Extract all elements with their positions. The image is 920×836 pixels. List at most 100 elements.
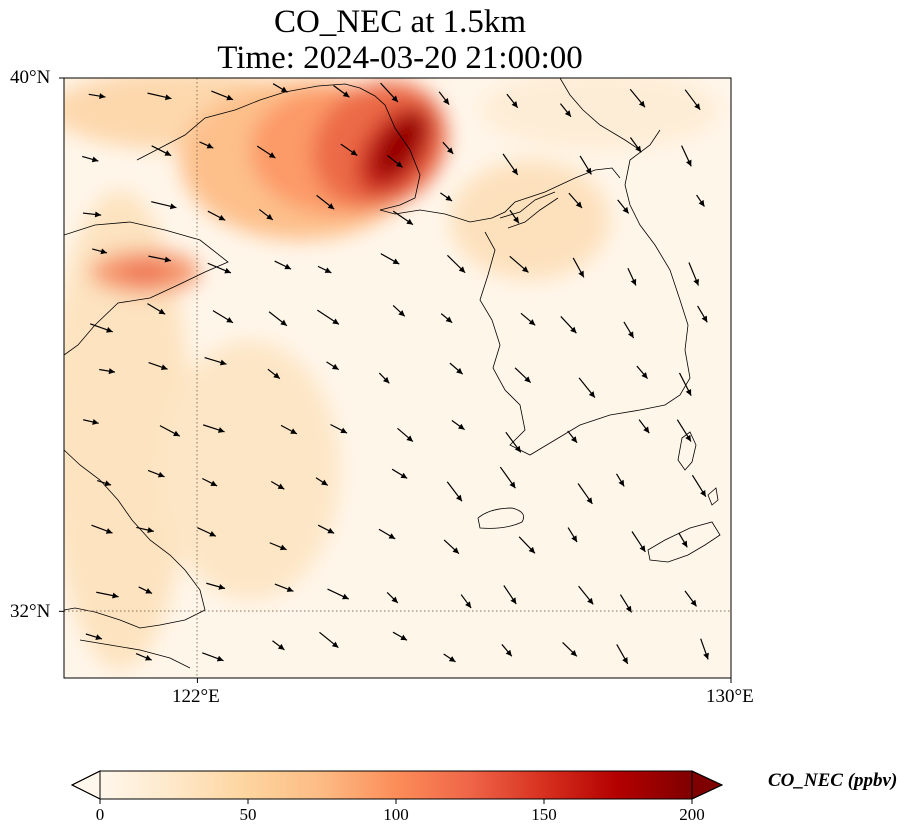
wind-arrow: [88, 93, 106, 100]
wind-arrow: [212, 310, 234, 324]
wind-arrow: [579, 155, 592, 175]
wind-arrow: [688, 262, 700, 286]
wind-arrow: [559, 103, 572, 118]
wind-arrow: [204, 357, 227, 366]
colorbar-tick-label-150: 150: [531, 805, 557, 824]
wind-arrow: [267, 368, 281, 380]
wind-arrow: [197, 527, 217, 537]
wind-arrow: [568, 192, 583, 209]
wind-arrow: [577, 483, 593, 505]
wind-arrow: [272, 83, 288, 93]
wind-arrow: [518, 536, 536, 554]
colorbar-ticks: [99, 799, 693, 804]
wind-arrow: [623, 321, 635, 339]
wind-arrow: [326, 361, 339, 371]
wind-arrow: [617, 199, 630, 214]
wind-arrow: [319, 631, 339, 649]
wind-arrow: [502, 153, 519, 176]
wind-arrow: [443, 539, 460, 555]
wind-arrow: [327, 588, 349, 600]
wind-arrow: [627, 268, 637, 286]
wind-arrow: [386, 591, 399, 604]
wind-arrow: [89, 323, 113, 333]
wind-arrow: [567, 430, 578, 444]
wind-arrow: [96, 591, 119, 599]
colorbar-tick-label-200: 200: [679, 805, 705, 824]
wind-arrow: [678, 532, 688, 548]
wind-arrow: [446, 481, 463, 502]
wind-arrow: [509, 255, 529, 273]
wind-arrow: [82, 155, 99, 163]
wind-arrow: [151, 201, 177, 210]
wind-arrow: [317, 309, 340, 325]
wind-arrow: [269, 542, 287, 551]
wind-arrow: [681, 145, 692, 167]
wind-arrow: [268, 311, 288, 327]
wind-arrow: [256, 145, 276, 159]
chart-title-line2: Time: 2024-03-20 21:00:00: [217, 40, 583, 76]
colorbar-extend-low: [70, 770, 101, 800]
chart-title-line1: CO_NEC at 1.5km: [273, 4, 527, 40]
wind-arrow: [136, 526, 154, 533]
wind-arrow: [442, 141, 454, 155]
colorbar: [70, 770, 724, 804]
wind-arrow: [578, 585, 594, 605]
wind-arrow: [700, 638, 709, 660]
wind-arrow: [147, 303, 166, 315]
wind-arrow: [147, 469, 165, 478]
wind-arrow: [447, 254, 466, 274]
wind-arrow: [82, 211, 102, 218]
colorbar-title: CO_NEC (ppbv): [768, 770, 898, 791]
wind-arrow: [159, 425, 181, 437]
wind-arrow: [451, 419, 465, 431]
lat-tick-label-40: 40°N: [10, 67, 51, 88]
wind-arrow: [392, 210, 414, 226]
lat-tick-label-32: 32°N: [10, 601, 51, 622]
wind-arrow: [503, 585, 517, 605]
wind-arrow: [392, 631, 408, 641]
wind-arrow: [520, 312, 536, 326]
wind-arrow: [148, 255, 172, 263]
wind-arrow: [96, 479, 112, 487]
wind-arrow: [315, 477, 329, 486]
wind-arrow: [378, 372, 390, 384]
wind-arrow: [460, 594, 472, 609]
wind-arrow: [272, 640, 285, 651]
wind-arrow: [514, 367, 532, 384]
coastlines: [64, 78, 721, 669]
colorbar-tick-label-0: 0: [95, 805, 105, 824]
wind-arrow: [92, 248, 108, 255]
wind-arrow: [202, 424, 225, 433]
wind-arrow: [578, 377, 596, 399]
wind-arrow: [202, 652, 224, 662]
wind-arrow: [270, 481, 285, 490]
wind-arrow: [638, 419, 650, 434]
wind-arrow: [340, 143, 358, 156]
wind-arrow: [380, 253, 400, 265]
wind-arrow: [274, 583, 294, 592]
wind-arrow: [207, 262, 232, 274]
wind-arrow: [258, 208, 274, 221]
wind-arrow: [440, 313, 453, 324]
colorbar-extend-high: [691, 770, 724, 800]
wind-arrow: [397, 427, 414, 443]
wind-arrow: [631, 531, 646, 553]
wind-arrow: [135, 652, 152, 661]
wind-arrow: [697, 305, 708, 323]
wind-arrow: [378, 528, 396, 540]
map-frame: [63, 77, 732, 679]
wind-arrow: [206, 582, 226, 590]
wind-arrow: [676, 419, 692, 442]
wind-arrow: [440, 192, 453, 202]
wind-arrow: [619, 594, 633, 613]
wind-arrow: [202, 477, 218, 487]
wind-arrow: [615, 473, 625, 487]
wind-arrow: [387, 154, 403, 168]
wind-arrow: [562, 642, 578, 657]
lon-tick-label-122: 122°E: [172, 686, 220, 707]
wind-arrow: [317, 524, 335, 534]
colorbar-tick-label-100: 100: [383, 805, 409, 824]
lon-tick-label-130: 130°E: [706, 686, 754, 707]
wind-arrow: [91, 524, 113, 534]
wind-arrow: [280, 424, 298, 435]
